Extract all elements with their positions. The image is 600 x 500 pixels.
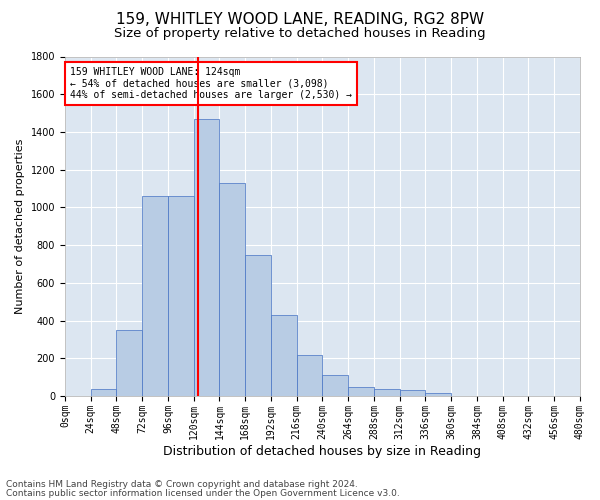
Text: Contains HM Land Registry data © Crown copyright and database right 2024.: Contains HM Land Registry data © Crown c…: [6, 480, 358, 489]
Text: 159, WHITLEY WOOD LANE, READING, RG2 8PW: 159, WHITLEY WOOD LANE, READING, RG2 8PW: [116, 12, 484, 28]
Bar: [245, 254, 271, 396]
Bar: [296, 354, 322, 396]
Bar: [91, 388, 116, 396]
Bar: [400, 390, 425, 396]
Bar: [374, 388, 400, 396]
Bar: [194, 119, 220, 396]
Text: Contains public sector information licensed under the Open Government Licence v3: Contains public sector information licen…: [6, 488, 400, 498]
Bar: [168, 196, 194, 396]
Y-axis label: Number of detached properties: Number of detached properties: [15, 138, 25, 314]
X-axis label: Distribution of detached houses by size in Reading: Distribution of detached houses by size …: [163, 444, 481, 458]
Bar: [142, 196, 168, 396]
Bar: [322, 376, 348, 396]
Text: Size of property relative to detached houses in Reading: Size of property relative to detached ho…: [114, 28, 486, 40]
Bar: [271, 315, 296, 396]
Bar: [348, 386, 374, 396]
Bar: [220, 183, 245, 396]
Bar: [425, 393, 451, 396]
Bar: [116, 330, 142, 396]
Text: 159 WHITLEY WOOD LANE: 124sqm
← 54% of detached houses are smaller (3,098)
44% o: 159 WHITLEY WOOD LANE: 124sqm ← 54% of d…: [70, 66, 352, 100]
